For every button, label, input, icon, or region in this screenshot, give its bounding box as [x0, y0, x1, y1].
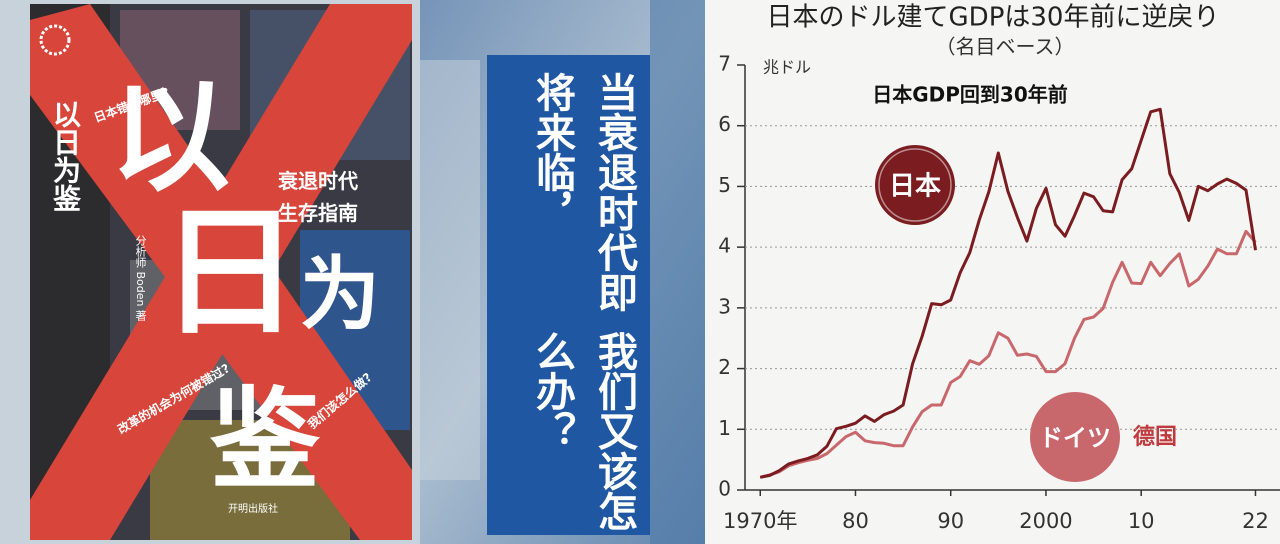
- line-series: [759, 229, 1257, 479]
- x-tick-label: 22: [1242, 509, 1269, 533]
- legend-bubble: [1030, 392, 1120, 482]
- legend-bubble: [875, 145, 955, 225]
- y-tick-label: 0: [718, 477, 731, 501]
- legend-label: ドイツ: [1039, 424, 1111, 452]
- y-tick-label: 5: [718, 173, 731, 197]
- banner: 当衰退时代即将来临， 我们又该怎么办？: [495, 72, 645, 532]
- book-title-char: 鉴: [210, 376, 320, 504]
- x-tick-label: 2000: [1019, 509, 1072, 533]
- annotation: 日本GDP回到30年前: [872, 83, 1068, 107]
- y-tick-label: 2: [718, 355, 731, 379]
- series-note: 德国: [1133, 424, 1177, 450]
- y-unit: 兆ドル: [763, 58, 811, 77]
- spine-char: 日: [49, 128, 82, 156]
- book-subtitle: 衰退时代 生存指南: [278, 165, 358, 229]
- book-cover: [0, 0, 420, 544]
- spine-char: 以: [49, 100, 82, 128]
- subtitle-line: 生存指南: [278, 201, 358, 225]
- book-spine-title: 以日为鉴: [45, 100, 85, 212]
- chart: 日本のドル建てGDPは30年前に逆戻り （名目ベース） 兆ドル 日本GDP回到3…: [705, 0, 1280, 544]
- x-tick-label: 80: [842, 509, 869, 533]
- book-title-char: 为: [300, 248, 380, 341]
- x-tick-label: 10: [1128, 509, 1155, 533]
- book-publisher: 开明出版社: [228, 504, 278, 515]
- book-title-char: 日: [160, 192, 301, 355]
- x-tick-label: 90: [937, 509, 964, 533]
- banner-line: 我们又该怎么办？: [529, 331, 637, 532]
- chart-title: 日本のドル建てGDPは30年前に逆戻り: [767, 3, 1220, 33]
- spine-char: 鉴: [49, 184, 82, 212]
- middle-background: [380, 0, 710, 544]
- chart-subtitle: （名目ベース）: [936, 35, 1075, 59]
- y-tick-label: 4: [718, 234, 731, 258]
- book-author: 分析师 Boden 著: [134, 235, 147, 321]
- banner-line: 当衰退时代即将来临，: [529, 72, 637, 312]
- y-tick-label: 1: [718, 416, 731, 440]
- y-tick-label: 6: [718, 112, 731, 136]
- book-title-char: 以: [110, 69, 230, 208]
- line-series: [759, 107, 1257, 479]
- y-tick-label: 3: [718, 294, 731, 318]
- spine-char: 为: [49, 156, 82, 184]
- x-tick-label: 1970年: [723, 509, 797, 533]
- legend-label: 日本: [889, 172, 941, 202]
- legend-ring: [878, 148, 952, 222]
- subtitle-line: 衰退时代: [278, 169, 358, 193]
- y-tick-label: 7: [718, 52, 731, 76]
